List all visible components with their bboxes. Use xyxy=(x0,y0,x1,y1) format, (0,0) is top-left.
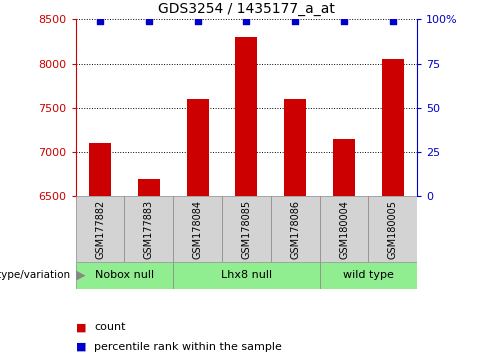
Text: wild type: wild type xyxy=(343,270,394,280)
Text: GSM178085: GSM178085 xyxy=(242,200,251,259)
Bar xyxy=(76,196,124,262)
Text: GSM180004: GSM180004 xyxy=(339,200,349,259)
Text: count: count xyxy=(94,322,126,332)
Point xyxy=(96,18,104,24)
Text: ■: ■ xyxy=(76,322,86,332)
Title: GDS3254 / 1435177_a_at: GDS3254 / 1435177_a_at xyxy=(158,2,335,16)
Bar xyxy=(236,37,258,196)
Point xyxy=(243,18,250,24)
Text: ▶: ▶ xyxy=(76,269,85,282)
Bar xyxy=(368,196,417,262)
Bar xyxy=(285,99,306,196)
Bar xyxy=(222,196,271,262)
Bar xyxy=(187,99,209,196)
Text: Lhx8 null: Lhx8 null xyxy=(221,270,272,280)
Bar xyxy=(76,262,173,289)
Bar xyxy=(320,262,417,289)
Point xyxy=(145,18,153,24)
Bar xyxy=(89,143,111,196)
Text: GSM180005: GSM180005 xyxy=(388,200,398,259)
Bar xyxy=(124,196,173,262)
Bar xyxy=(320,196,368,262)
Bar xyxy=(333,139,355,196)
Bar xyxy=(271,196,320,262)
Bar xyxy=(173,262,320,289)
Point xyxy=(340,18,348,24)
Point xyxy=(291,18,299,24)
Text: GSM177882: GSM177882 xyxy=(95,200,105,259)
Bar xyxy=(173,196,222,262)
Text: percentile rank within the sample: percentile rank within the sample xyxy=(94,342,282,352)
Text: GSM178086: GSM178086 xyxy=(290,200,300,259)
Text: GSM177883: GSM177883 xyxy=(144,200,154,259)
Bar xyxy=(138,179,160,196)
Text: Nobox null: Nobox null xyxy=(95,270,154,280)
Point xyxy=(194,18,202,24)
Text: ■: ■ xyxy=(76,342,86,352)
Point xyxy=(389,18,397,24)
Text: GSM178084: GSM178084 xyxy=(193,200,203,259)
Text: genotype/variation: genotype/variation xyxy=(0,270,71,280)
Bar xyxy=(382,59,404,196)
